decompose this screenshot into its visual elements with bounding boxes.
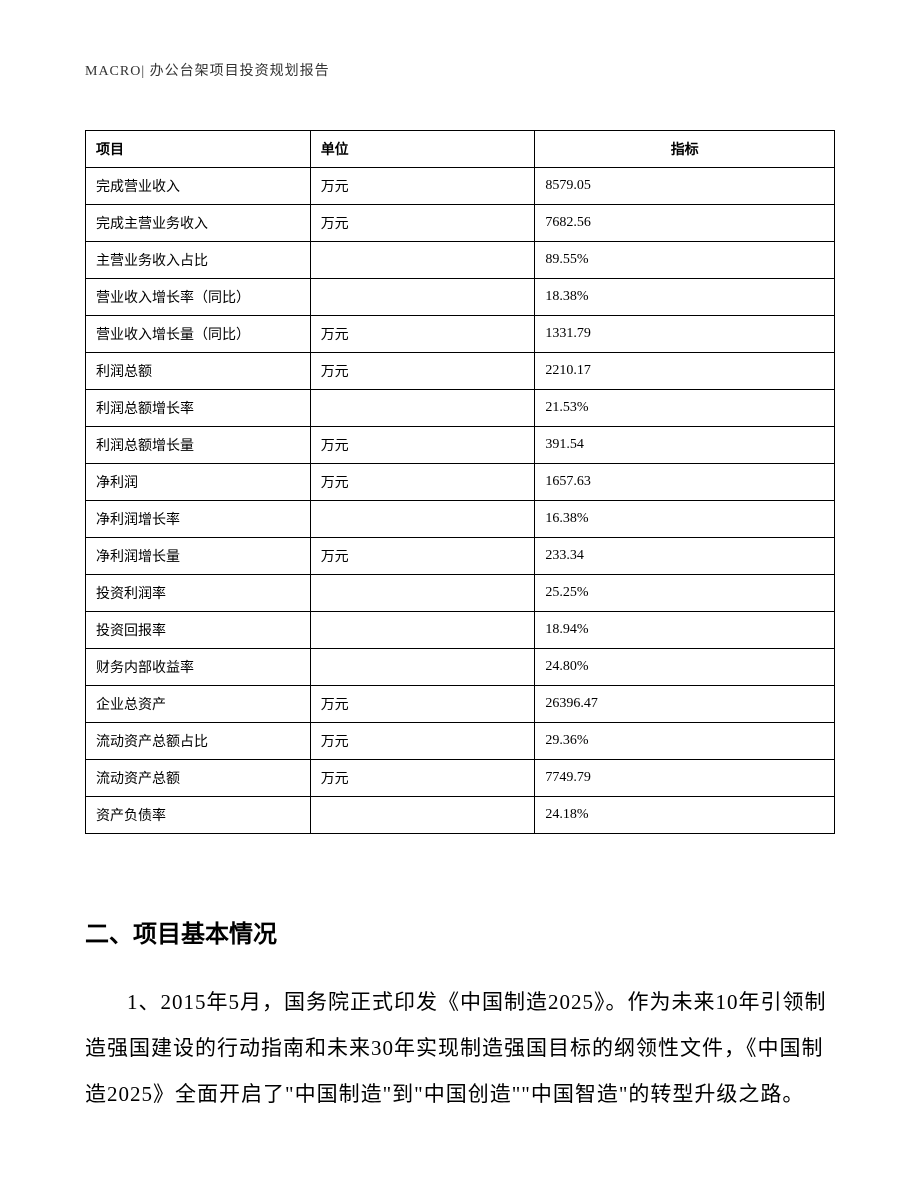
- table-cell: 万元: [310, 538, 535, 575]
- table-cell: 7749.79: [535, 760, 835, 797]
- table-cell: 利润总额增长率: [86, 390, 311, 427]
- table-row: 投资利润率 25.25%: [86, 575, 835, 612]
- table-cell: 净利润增长量: [86, 538, 311, 575]
- table-cell: 净利润增长率: [86, 501, 311, 538]
- table-cell: 2210.17: [535, 353, 835, 390]
- table-cell: 万元: [310, 353, 535, 390]
- header-indicator: 指标: [535, 131, 835, 168]
- table-cell: [310, 501, 535, 538]
- section-heading: 二、项目基本情况: [85, 914, 835, 949]
- table-cell: 233.34: [535, 538, 835, 575]
- table-row: 营业收入增长量（同比）万元1331.79: [86, 316, 835, 353]
- table-cell: 万元: [310, 427, 535, 464]
- table-cell: 投资回报率: [86, 612, 311, 649]
- table-cell: 利润总额增长量: [86, 427, 311, 464]
- table-cell: 资产负债率: [86, 797, 311, 834]
- table-cell: 391.54: [535, 427, 835, 464]
- table-cell: [310, 575, 535, 612]
- table-row: 利润总额增长量万元391.54: [86, 427, 835, 464]
- table-cell: 万元: [310, 205, 535, 242]
- table-row: 净利润万元1657.63: [86, 464, 835, 501]
- table-cell: 完成主营业务收入: [86, 205, 311, 242]
- table-cell: 流动资产总额: [86, 760, 311, 797]
- table-cell: [310, 390, 535, 427]
- table-cell: 企业总资产: [86, 686, 311, 723]
- table-row: 企业总资产万元26396.47: [86, 686, 835, 723]
- table-cell: 26396.47: [535, 686, 835, 723]
- header-unit: 单位: [310, 131, 535, 168]
- table-cell: 流动资产总额占比: [86, 723, 311, 760]
- table-cell: 24.18%: [535, 797, 835, 834]
- table-row: 完成主营业务收入万元7682.56: [86, 205, 835, 242]
- table-cell: 18.94%: [535, 612, 835, 649]
- table-cell: 24.80%: [535, 649, 835, 686]
- table-cell: 利润总额: [86, 353, 311, 390]
- table-cell: 1331.79: [535, 316, 835, 353]
- table-cell: 营业收入增长率（同比）: [86, 279, 311, 316]
- table-cell: 8579.05: [535, 168, 835, 205]
- table-row: 流动资产总额万元7749.79: [86, 760, 835, 797]
- section-paragraph: 1、2015年5月，国务院正式印发《中国制造2025》。作为未来10年引领制造强…: [85, 979, 835, 1118]
- table-row: 资产负债率 24.18%: [86, 797, 835, 834]
- table-cell: [310, 612, 535, 649]
- table-row: 财务内部收益率 24.80%: [86, 649, 835, 686]
- table-row: 主营业务收入占比 89.55%: [86, 242, 835, 279]
- table-cell: 21.53%: [535, 390, 835, 427]
- table-row: 净利润增长率 16.38%: [86, 501, 835, 538]
- table-cell: [310, 649, 535, 686]
- table-cell: 万元: [310, 760, 535, 797]
- table-cell: 万元: [310, 316, 535, 353]
- table-cell: 万元: [310, 686, 535, 723]
- financial-table: 项目 单位 指标 完成营业收入万元8579.05完成主营业务收入万元7682.5…: [85, 130, 835, 834]
- header-text: MACRO| 办公台架项目投资规划报告: [85, 64, 330, 79]
- header-project: 项目: [86, 131, 311, 168]
- table-cell: 1657.63: [535, 464, 835, 501]
- table-cell: 16.38%: [535, 501, 835, 538]
- table-cell: 财务内部收益率: [86, 649, 311, 686]
- table-row: 营业收入增长率（同比） 18.38%: [86, 279, 835, 316]
- table-cell: 万元: [310, 464, 535, 501]
- table-cell: 营业收入增长量（同比）: [86, 316, 311, 353]
- table-cell: 主营业务收入占比: [86, 242, 311, 279]
- table-cell: 7682.56: [535, 205, 835, 242]
- table-cell: 净利润: [86, 464, 311, 501]
- table-cell: 89.55%: [535, 242, 835, 279]
- table-cell: 万元: [310, 168, 535, 205]
- table-cell: [310, 242, 535, 279]
- table-cell: 投资利润率: [86, 575, 311, 612]
- table-row: 利润总额增长率 21.53%: [86, 390, 835, 427]
- table-cell: [310, 279, 535, 316]
- table-header-row: 项目 单位 指标: [86, 131, 835, 168]
- table-cell: 25.25%: [535, 575, 835, 612]
- table-cell: [310, 797, 535, 834]
- table-cell: 万元: [310, 723, 535, 760]
- page-header: MACRO| 办公台架项目投资规划报告: [85, 60, 835, 80]
- table-row: 完成营业收入万元8579.05: [86, 168, 835, 205]
- table-cell: 29.36%: [535, 723, 835, 760]
- table-cell: 18.38%: [535, 279, 835, 316]
- table-row: 流动资产总额占比万元29.36%: [86, 723, 835, 760]
- table-row: 投资回报率 18.94%: [86, 612, 835, 649]
- table-body: 完成营业收入万元8579.05完成主营业务收入万元7682.56主营业务收入占比…: [86, 168, 835, 834]
- table-row: 利润总额万元2210.17: [86, 353, 835, 390]
- table-row: 净利润增长量万元233.34: [86, 538, 835, 575]
- table-cell: 完成营业收入: [86, 168, 311, 205]
